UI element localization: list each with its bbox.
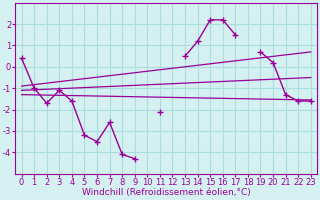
X-axis label: Windchill (Refroidissement éolien,°C): Windchill (Refroidissement éolien,°C) [82,188,251,197]
